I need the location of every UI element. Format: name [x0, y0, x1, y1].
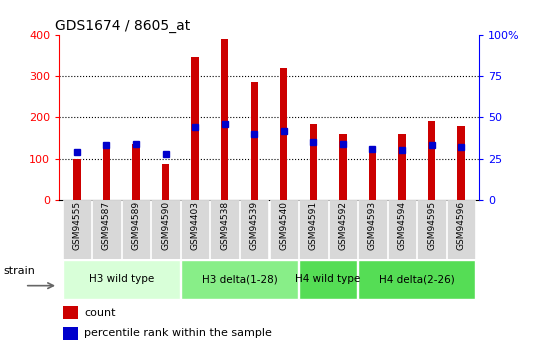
FancyBboxPatch shape — [388, 200, 416, 259]
FancyBboxPatch shape — [447, 200, 475, 259]
FancyBboxPatch shape — [240, 200, 268, 259]
Bar — [63, 327, 78, 339]
Text: GSM94587: GSM94587 — [102, 201, 111, 250]
Text: strain: strain — [3, 266, 35, 276]
Bar — [457, 126, 465, 200]
Bar — [103, 146, 110, 200]
Text: GSM94403: GSM94403 — [190, 201, 200, 250]
FancyBboxPatch shape — [358, 200, 387, 259]
Bar — [132, 144, 140, 200]
Text: H3 delta(1-28): H3 delta(1-28) — [202, 275, 277, 284]
Text: count: count — [84, 308, 116, 318]
Text: percentile rank within the sample: percentile rank within the sample — [84, 328, 272, 338]
Text: GSM94538: GSM94538 — [220, 201, 229, 250]
Text: GSM94555: GSM94555 — [73, 201, 81, 250]
FancyBboxPatch shape — [181, 200, 209, 259]
Text: H3 wild type: H3 wild type — [89, 275, 154, 284]
FancyBboxPatch shape — [63, 259, 180, 299]
Bar — [369, 148, 376, 200]
FancyBboxPatch shape — [181, 259, 298, 299]
FancyBboxPatch shape — [299, 200, 328, 259]
Bar — [162, 164, 169, 200]
FancyBboxPatch shape — [270, 200, 298, 259]
FancyBboxPatch shape — [329, 200, 357, 259]
Bar — [310, 124, 317, 200]
Text: GSM94591: GSM94591 — [309, 201, 318, 250]
Text: GSM94539: GSM94539 — [250, 201, 259, 250]
Text: GSM94593: GSM94593 — [368, 201, 377, 250]
Text: GSM94540: GSM94540 — [279, 201, 288, 250]
FancyBboxPatch shape — [122, 200, 150, 259]
Text: GSM94594: GSM94594 — [398, 201, 407, 250]
Bar — [280, 68, 287, 200]
Text: GSM94595: GSM94595 — [427, 201, 436, 250]
Bar — [339, 134, 346, 200]
Text: H4 wild type: H4 wild type — [295, 275, 361, 284]
FancyBboxPatch shape — [63, 200, 91, 259]
Text: GSM94589: GSM94589 — [131, 201, 140, 250]
Bar — [251, 82, 258, 200]
Bar — [192, 57, 199, 200]
FancyBboxPatch shape — [358, 259, 475, 299]
Bar — [221, 39, 228, 200]
FancyBboxPatch shape — [210, 200, 239, 259]
Bar — [428, 121, 435, 200]
Text: GSM94590: GSM94590 — [161, 201, 170, 250]
Text: GSM94596: GSM94596 — [457, 201, 465, 250]
Bar — [398, 134, 406, 200]
Text: H4 delta(2-26): H4 delta(2-26) — [379, 275, 455, 284]
Bar — [63, 306, 78, 319]
FancyBboxPatch shape — [417, 200, 445, 259]
Bar — [73, 159, 81, 200]
FancyBboxPatch shape — [151, 200, 180, 259]
Text: GSM94592: GSM94592 — [338, 201, 348, 250]
FancyBboxPatch shape — [299, 259, 357, 299]
FancyBboxPatch shape — [93, 200, 121, 259]
Text: GDS1674 / 8605_at: GDS1674 / 8605_at — [55, 19, 190, 33]
